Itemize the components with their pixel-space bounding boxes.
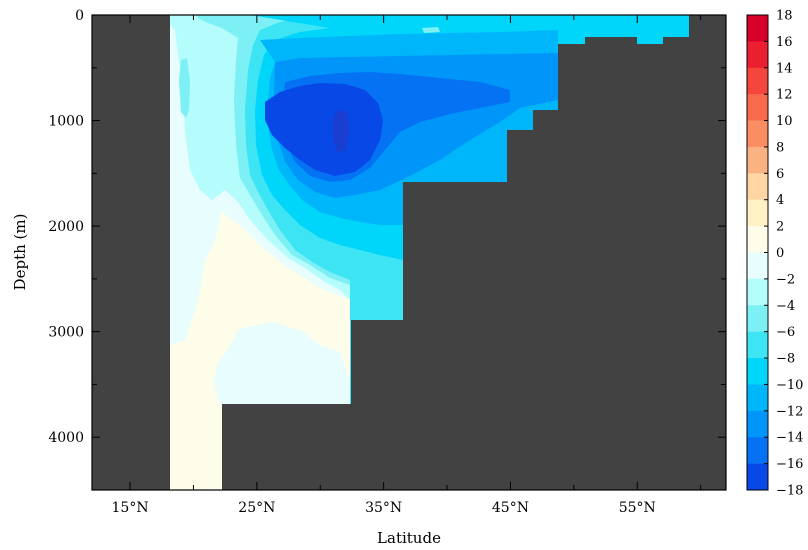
- colorbar-swatch: [747, 41, 768, 69]
- colorbar-label: −10: [776, 378, 803, 393]
- colorbar-label: −8: [776, 352, 795, 367]
- colorbar-label: −14: [776, 431, 803, 446]
- contour-band-neg18: [265, 83, 383, 176]
- y-axis: 0 1000 2000 3000 4000: [48, 8, 726, 491]
- x-tick-label: 25°N: [238, 500, 275, 516]
- y-axis-title: Depth (m): [11, 214, 29, 291]
- x-tick-label: 35°N: [365, 500, 402, 516]
- colorbar-label: −16: [776, 457, 803, 472]
- colorbar-swatch: [747, 384, 768, 412]
- colorbar-label: −2: [776, 272, 795, 287]
- colorbar-label: 2: [776, 220, 784, 235]
- x-tick-label: 15°N: [112, 500, 149, 516]
- y-tick-label: 3000: [48, 325, 84, 341]
- colorbar-swatch: [747, 252, 768, 280]
- plot-area: [92, 15, 726, 490]
- y-tick-label: 1000: [48, 114, 84, 130]
- colorbar-swatch: [747, 437, 768, 464]
- colorbar-swatch: [747, 67, 768, 95]
- colorbar-swatch: [747, 173, 768, 201]
- colorbar-label: 14: [776, 61, 793, 76]
- land-sea-floor: [222, 15, 726, 490]
- colorbar-swatch: [747, 358, 768, 385]
- colorbar-swatch: [747, 226, 768, 253]
- colorbar-label: −6: [776, 325, 795, 340]
- colorbar-swatch: [747, 120, 768, 148]
- colorbar-label: 16: [776, 35, 793, 50]
- x-tick-label: 55°N: [619, 500, 656, 516]
- colorbar-label: 0: [776, 246, 784, 261]
- colorbar-swatch: [747, 331, 768, 359]
- colorbar-label: 8: [776, 140, 784, 155]
- colorbar-swatch: [747, 199, 768, 227]
- colorbar: 18 16 14 12 10 8 6 4 2 0 −2 −4 −6 −8 −10 −12 −14 −16 −18: [746, 9, 803, 499]
- land-mask: [92, 15, 726, 490]
- colorbar-label: −4: [776, 299, 795, 314]
- y-tick-label: 2000: [48, 219, 84, 235]
- colorbar-swatch: [747, 410, 768, 438]
- x-tick-label: 45°N: [492, 500, 529, 516]
- colorbar-swatch: [747, 146, 768, 174]
- colorbar-swatch: [747, 305, 768, 332]
- colorbar-label: 18: [776, 9, 793, 24]
- plot-frame: [91, 14, 727, 491]
- y-tick-label: 0: [75, 8, 84, 24]
- contour-surface-patch: [422, 27, 440, 33]
- x-axis-title: Latitude: [377, 529, 441, 547]
- colorbar-label: −12: [776, 404, 803, 419]
- y-tick-label: 4000: [48, 430, 84, 446]
- colorbar-swatch: [747, 278, 768, 306]
- colorbar-swatch: [747, 463, 768, 491]
- x-axis: 15°N 25°N 35°N 45°N 55°N: [112, 15, 702, 516]
- colorbar-swatch: [747, 94, 768, 121]
- colorbar-label: −18: [776, 484, 803, 499]
- contour-core-min: [333, 110, 349, 152]
- contour-band-neg6-blob: [179, 58, 190, 118]
- colorbar-label: 4: [776, 193, 784, 208]
- colorbar-swatch: [747, 15, 768, 42]
- colorbar-label: 6: [776, 167, 784, 182]
- colorbar-label: 10: [776, 114, 793, 129]
- colorbar-label: 12: [776, 88, 793, 103]
- land-western-boundary: [92, 15, 170, 490]
